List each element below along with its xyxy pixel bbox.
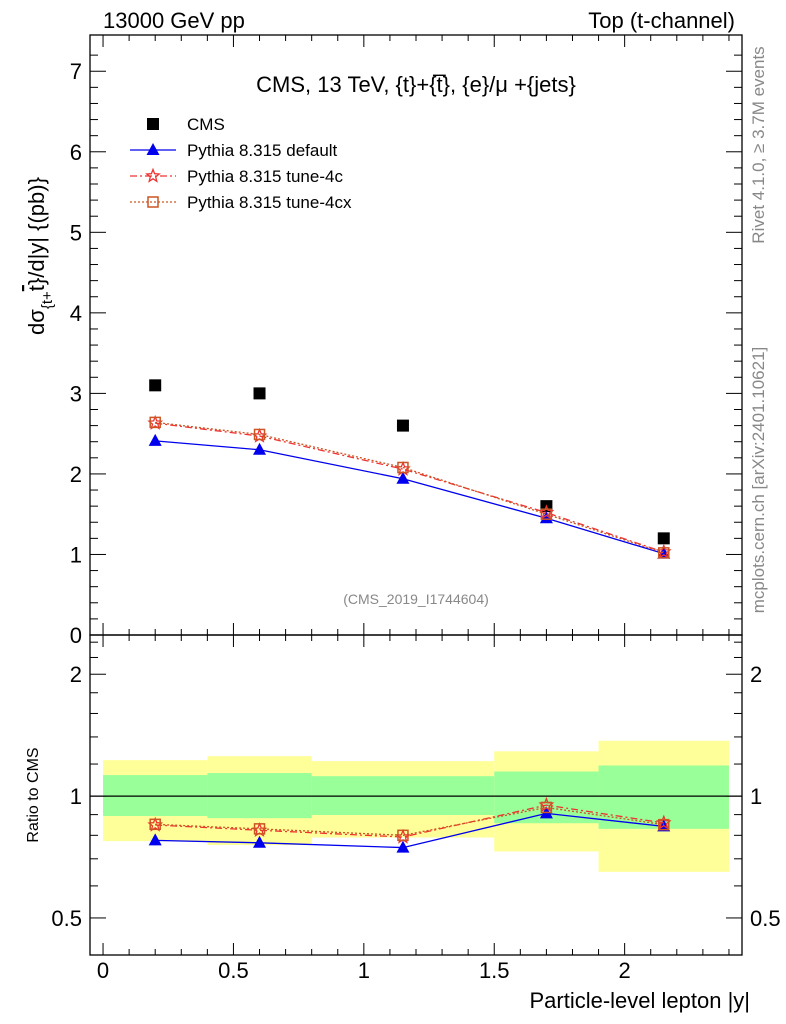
- rivet-label: Rivet 4.1.0, ≥ 3.7M events: [749, 46, 768, 243]
- legend: CMS Pythia 8.315 default Pythia 8.315 tune…: [130, 115, 352, 212]
- y-label-main: dσ: [24, 309, 49, 335]
- series-line-default: [155, 440, 664, 555]
- data-point-tune4cx: [397, 461, 409, 474]
- header-right: Top (t-channel): [588, 8, 735, 33]
- data-point-tune4cx: [253, 428, 266, 441]
- y-label-rest: }/d|y| {(pb)}: [24, 177, 49, 285]
- legend-label-default: Pythia 8.315 default: [187, 141, 338, 160]
- legend-label-data: CMS: [187, 115, 225, 134]
- data-point-data: [396, 419, 409, 432]
- ratio-y-label: Ratio to CMS: [25, 747, 42, 842]
- ratio-point-default: [148, 833, 162, 846]
- ratio-point-tune4cx: [397, 829, 409, 842]
- ratio-line-tune4cx: [155, 806, 664, 836]
- x-tick-label: 0.5: [218, 958, 249, 983]
- data-point-tune4cx: [658, 547, 670, 559]
- ratio-y-tick-label-right: 0.5: [750, 906, 781, 931]
- x-tick-label: 0: [97, 958, 109, 983]
- legend-marker-tune4c: [145, 167, 161, 183]
- main-panel: 0 1 2 3 4 5 6 7: [70, 34, 743, 648]
- ratio-point-tune4cx: [149, 818, 161, 831]
- header-left: 13000 GeV pp: [103, 8, 245, 33]
- ratio-point-tune4cx: [658, 818, 670, 831]
- series-line-tune4cx: [155, 421, 664, 554]
- ratio-point-default: [253, 835, 267, 848]
- data-point-default: [396, 471, 410, 484]
- data-point-data: [657, 532, 670, 545]
- ratio-point-tune4cx: [253, 823, 266, 835]
- ratio-point-tune4cx: [540, 801, 553, 814]
- y-label-bar: t: [24, 285, 49, 291]
- y-tick-label: 2: [70, 462, 82, 487]
- legend-marker-data: [147, 118, 159, 130]
- x-axis-label: Particle-level lepton |y|: [529, 988, 750, 1013]
- ratio-y-tick-label-right: 2: [750, 662, 762, 687]
- y-tick-label: 1: [70, 542, 82, 567]
- y-tick-label: 4: [70, 301, 82, 326]
- y-tick-label: 0: [70, 623, 82, 648]
- data-point-default: [253, 442, 267, 455]
- data-point-default: [539, 511, 553, 524]
- x-tick-label: 1.5: [479, 958, 510, 983]
- x-tick-label: 2: [619, 958, 631, 983]
- y-tick-label: 5: [70, 220, 82, 245]
- data-point-tune4cx: [540, 508, 553, 520]
- chart-title: CMS, 13 TeV, {t}+{t̅}, {e}/μ +{jets}: [256, 72, 576, 97]
- data-point-tune4cx: [149, 416, 161, 429]
- y-tick-label: 3: [70, 381, 82, 406]
- data-point-default: [148, 433, 162, 446]
- y-axis-label: dσ{t+t}/d|y| {(pb)}: [24, 177, 56, 335]
- ratio-y-tick-label: 0.5: [51, 906, 82, 931]
- mcplots-label: mcplots.cern.ch [arXiv:2401.10621]: [749, 347, 768, 613]
- x-tick-label: 1: [358, 958, 370, 983]
- data-point-data: [253, 387, 266, 400]
- ratio-panel: 0.5 0.5 1 1 2 2 0 0.5 1 1.5 2: [51, 634, 781, 983]
- legend-label-tune4cx: Pythia 8.315 tune-4cx: [187, 193, 352, 212]
- ratio-y-tick-label: 2: [70, 662, 82, 687]
- analysis-id: (CMS_2019_I1744604): [343, 591, 489, 607]
- y-tick-label: 7: [70, 59, 82, 84]
- ratio-y-tick-label-right: 1: [750, 784, 762, 809]
- y-tick-label: 6: [70, 140, 82, 165]
- data-point-data: [149, 379, 162, 392]
- ratio-y-tick-label: 1: [70, 784, 82, 809]
- legend-label-tune4c: Pythia 8.315 tune-4c: [187, 167, 343, 186]
- legend-marker-tune4cx: [147, 196, 159, 208]
- series-line-tune4c: [155, 422, 664, 553]
- ratio-point-default: [396, 840, 410, 853]
- y-label-sub: {t+: [39, 291, 56, 309]
- legend-marker-default: [146, 143, 160, 155]
